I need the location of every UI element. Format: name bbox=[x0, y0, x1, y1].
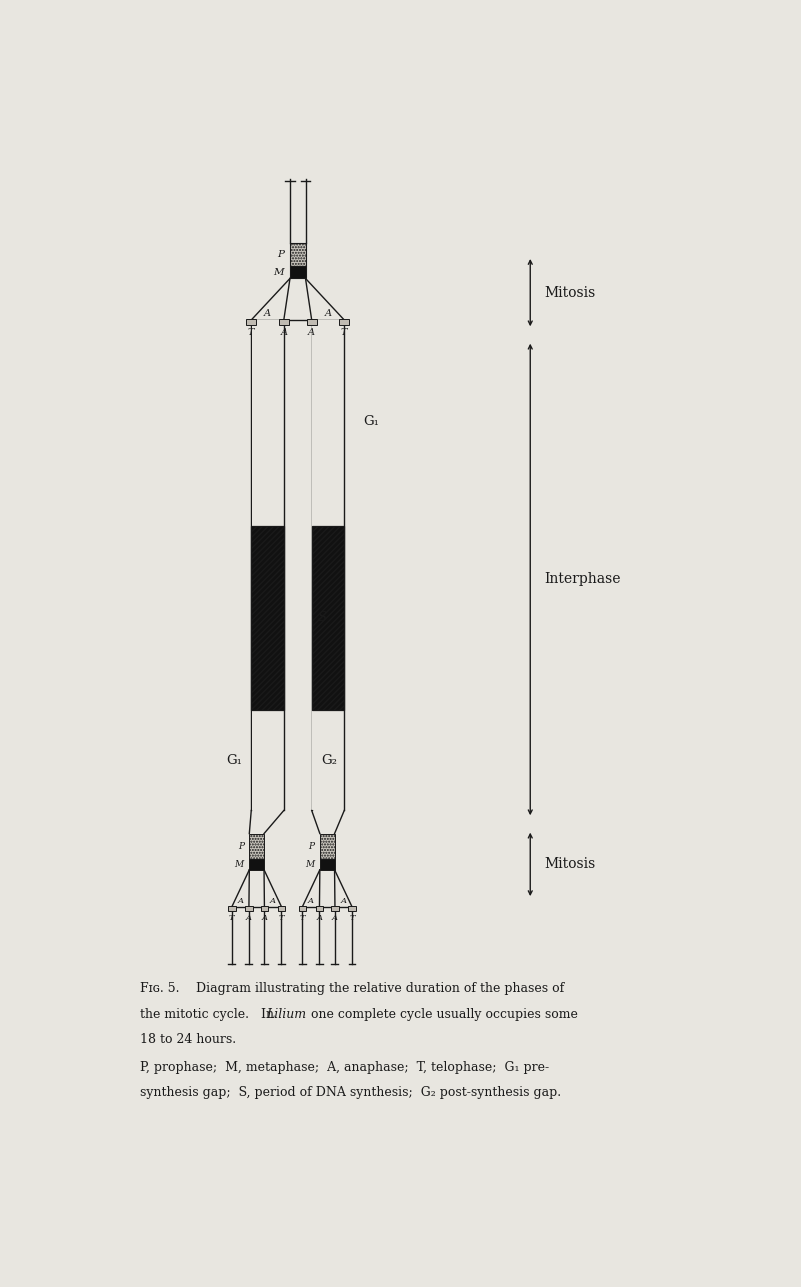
Bar bbox=[339, 319, 349, 324]
Text: M: M bbox=[305, 860, 315, 869]
Bar bbox=[312, 320, 344, 811]
Text: A: A bbox=[264, 309, 271, 318]
Bar bbox=[316, 906, 324, 911]
Text: T: T bbox=[248, 328, 255, 337]
Text: synthesis gap;  S, period of DNA synthesis;  G₂ post-synthesis gap.: synthesis gap; S, period of DNA synthesi… bbox=[140, 1086, 562, 1099]
Bar bbox=[290, 266, 305, 278]
Bar bbox=[320, 834, 335, 858]
Bar bbox=[312, 525, 344, 710]
Text: T: T bbox=[229, 914, 235, 921]
Bar bbox=[228, 906, 235, 911]
Text: A: A bbox=[261, 914, 268, 921]
Text: T: T bbox=[349, 914, 355, 921]
Text: M: M bbox=[273, 268, 284, 277]
Bar bbox=[249, 858, 264, 870]
Text: Mitosis: Mitosis bbox=[544, 286, 595, 300]
Bar bbox=[260, 906, 268, 911]
Text: G₁: G₁ bbox=[226, 754, 242, 767]
Bar bbox=[307, 319, 316, 324]
Text: Lilium: Lilium bbox=[266, 1008, 306, 1021]
Text: A: A bbox=[316, 914, 323, 921]
Text: P: P bbox=[308, 842, 315, 851]
Text: A: A bbox=[246, 914, 252, 921]
Text: A: A bbox=[332, 914, 338, 921]
Bar bbox=[320, 858, 335, 870]
Bar bbox=[279, 319, 289, 324]
Text: the mitotic cycle.   In: the mitotic cycle. In bbox=[140, 1008, 279, 1021]
Text: G₂: G₂ bbox=[321, 754, 337, 767]
Text: Mitosis: Mitosis bbox=[544, 857, 595, 871]
Bar bbox=[348, 906, 356, 911]
Bar bbox=[290, 243, 305, 266]
Text: one complete cycle usually occupies some: one complete cycle usually occupies some bbox=[307, 1008, 578, 1021]
Text: Interphase: Interphase bbox=[544, 573, 621, 587]
Text: T: T bbox=[341, 328, 348, 337]
Bar bbox=[245, 906, 253, 911]
Text: A: A bbox=[308, 328, 316, 337]
Text: P: P bbox=[277, 250, 284, 259]
Bar bbox=[299, 906, 306, 911]
Text: T: T bbox=[279, 914, 284, 921]
Text: M: M bbox=[235, 860, 244, 869]
Text: A: A bbox=[280, 328, 288, 337]
Bar bbox=[331, 906, 339, 911]
Text: A: A bbox=[324, 309, 332, 318]
Text: T: T bbox=[300, 914, 305, 921]
Bar bbox=[252, 320, 283, 811]
Text: 18 to 24 hours.: 18 to 24 hours. bbox=[140, 1033, 236, 1046]
Text: A: A bbox=[340, 897, 347, 905]
Text: P: P bbox=[238, 842, 244, 851]
Text: S: S bbox=[318, 611, 327, 624]
Bar bbox=[246, 319, 256, 324]
Text: G₁: G₁ bbox=[364, 416, 380, 429]
Bar bbox=[252, 525, 284, 710]
Text: Fɪɢ. 5.: Fɪɢ. 5. bbox=[140, 982, 180, 995]
Text: A: A bbox=[308, 897, 314, 905]
Text: Diagram illustrating the relative duration of the phases of: Diagram illustrating the relative durati… bbox=[188, 982, 565, 995]
Bar bbox=[278, 906, 285, 911]
Text: P, prophase;  M, metaphase;  A, anaphase;  T, telophase;  G₁ pre-: P, prophase; M, metaphase; A, anaphase; … bbox=[140, 1060, 549, 1073]
Bar bbox=[249, 834, 264, 858]
Text: A: A bbox=[237, 897, 244, 905]
Text: A: A bbox=[270, 897, 276, 905]
